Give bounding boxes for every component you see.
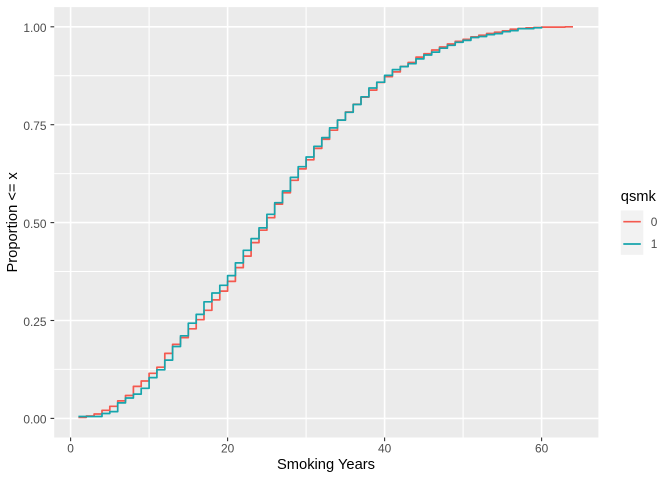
svg-text:0.50: 0.50 [23, 217, 47, 231]
svg-text:Proportion <= x: Proportion <= x [5, 171, 21, 272]
svg-text:1.00: 1.00 [23, 21, 47, 35]
svg-text:0.25: 0.25 [23, 315, 47, 329]
svg-text:20: 20 [221, 442, 235, 456]
svg-text:qsmk: qsmk [621, 189, 657, 205]
svg-text:60: 60 [535, 442, 549, 456]
svg-text:1: 1 [651, 237, 658, 251]
svg-text:40: 40 [378, 442, 392, 456]
svg-text:0.75: 0.75 [23, 119, 47, 133]
svg-text:0.00: 0.00 [23, 413, 47, 427]
svg-text:0: 0 [651, 215, 658, 229]
svg-text:0: 0 [67, 442, 74, 456]
svg-text:Smoking Years: Smoking Years [277, 457, 375, 473]
